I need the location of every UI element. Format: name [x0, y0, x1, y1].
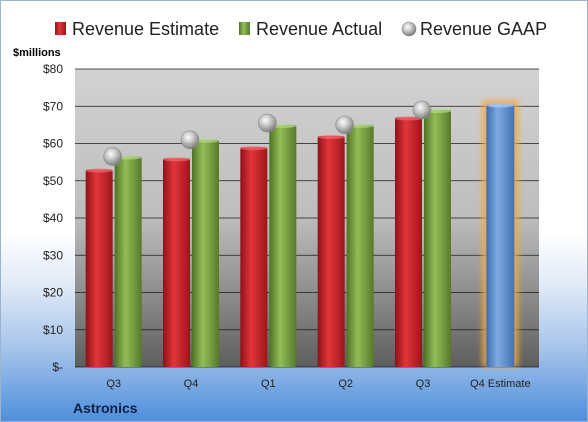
legend: Revenue Estimate Revenue Actual Revenue GA…	[55, 19, 547, 39]
y-tick-label: $10	[43, 323, 63, 337]
point-revenue-gaap	[258, 113, 277, 133]
legend-swatch	[239, 22, 250, 35]
legend-revenue-actual: Revenue Actual	[239, 19, 382, 39]
y-tick-label: $30	[43, 248, 63, 262]
legend-revenue-estimate: Revenue Estimate	[55, 19, 219, 39]
legend-revenue-gaap: Revenue GAAP	[401, 19, 547, 39]
company-name: Astronics	[73, 400, 138, 416]
legend-label: Revenue Actual	[256, 19, 382, 39]
x-tick-label: Q4	[184, 378, 199, 390]
y-tick-label: $20	[43, 286, 63, 300]
bar-revenue-actual	[192, 139, 219, 367]
bars	[85, 100, 519, 367]
gridlines	[75, 68, 539, 368]
bar-revenue-estimate	[85, 169, 113, 367]
legend-swatch	[401, 21, 417, 37]
x-tick-label: Q2	[338, 378, 353, 390]
y-axis-unit-label: $millions	[13, 47, 61, 59]
bar-revenue-actual	[269, 124, 297, 367]
x-axis: Q3 Q4 Q1 Q2 Q3 Q4 Estimate	[106, 378, 530, 390]
x-tick-label: Q1	[261, 378, 276, 390]
bar-cap	[395, 116, 422, 121]
y-tick-label: $-	[52, 360, 63, 374]
legend-swatch	[55, 22, 66, 35]
bar-revenue-forecast	[486, 104, 515, 367]
y-tick-label: $70	[43, 99, 63, 113]
x-tick-label: Q4 Estimate	[470, 378, 531, 390]
y-tick-label: $80	[43, 62, 63, 76]
point-revenue-gaap	[103, 147, 122, 166]
bar-cap	[240, 146, 268, 151]
x-tick-label: Q3	[106, 378, 121, 390]
y-axis: $- $10 $20 $30 $40 $50 $60 $70 $80	[43, 62, 63, 374]
bar-cap	[317, 135, 345, 140]
bar-revenue-estimate	[317, 136, 345, 367]
legend-label: Revenue Estimate	[72, 19, 219, 39]
bar-revenue-estimate	[163, 158, 190, 367]
y-tick-label: $40	[43, 211, 63, 225]
bar-cap	[85, 168, 113, 173]
point-revenue-gaap	[412, 100, 432, 120]
bar-revenue-estimate	[395, 117, 422, 367]
gaap-points	[103, 100, 432, 166]
bar-revenue-actual	[114, 156, 142, 367]
x-tick-label: Q3	[416, 378, 431, 390]
point-revenue-gaap	[180, 130, 200, 150]
bar-revenue-actual	[346, 124, 374, 367]
point-revenue-gaap	[335, 115, 354, 135]
bar-revenue-estimate	[240, 147, 268, 367]
y-tick-label: $60	[43, 137, 63, 151]
bar-revenue-actual	[424, 109, 451, 367]
y-tick-label: $50	[43, 174, 63, 188]
bar-cap	[486, 103, 515, 108]
legend-label: Revenue GAAP	[420, 19, 547, 39]
bar-cap	[163, 157, 190, 162]
